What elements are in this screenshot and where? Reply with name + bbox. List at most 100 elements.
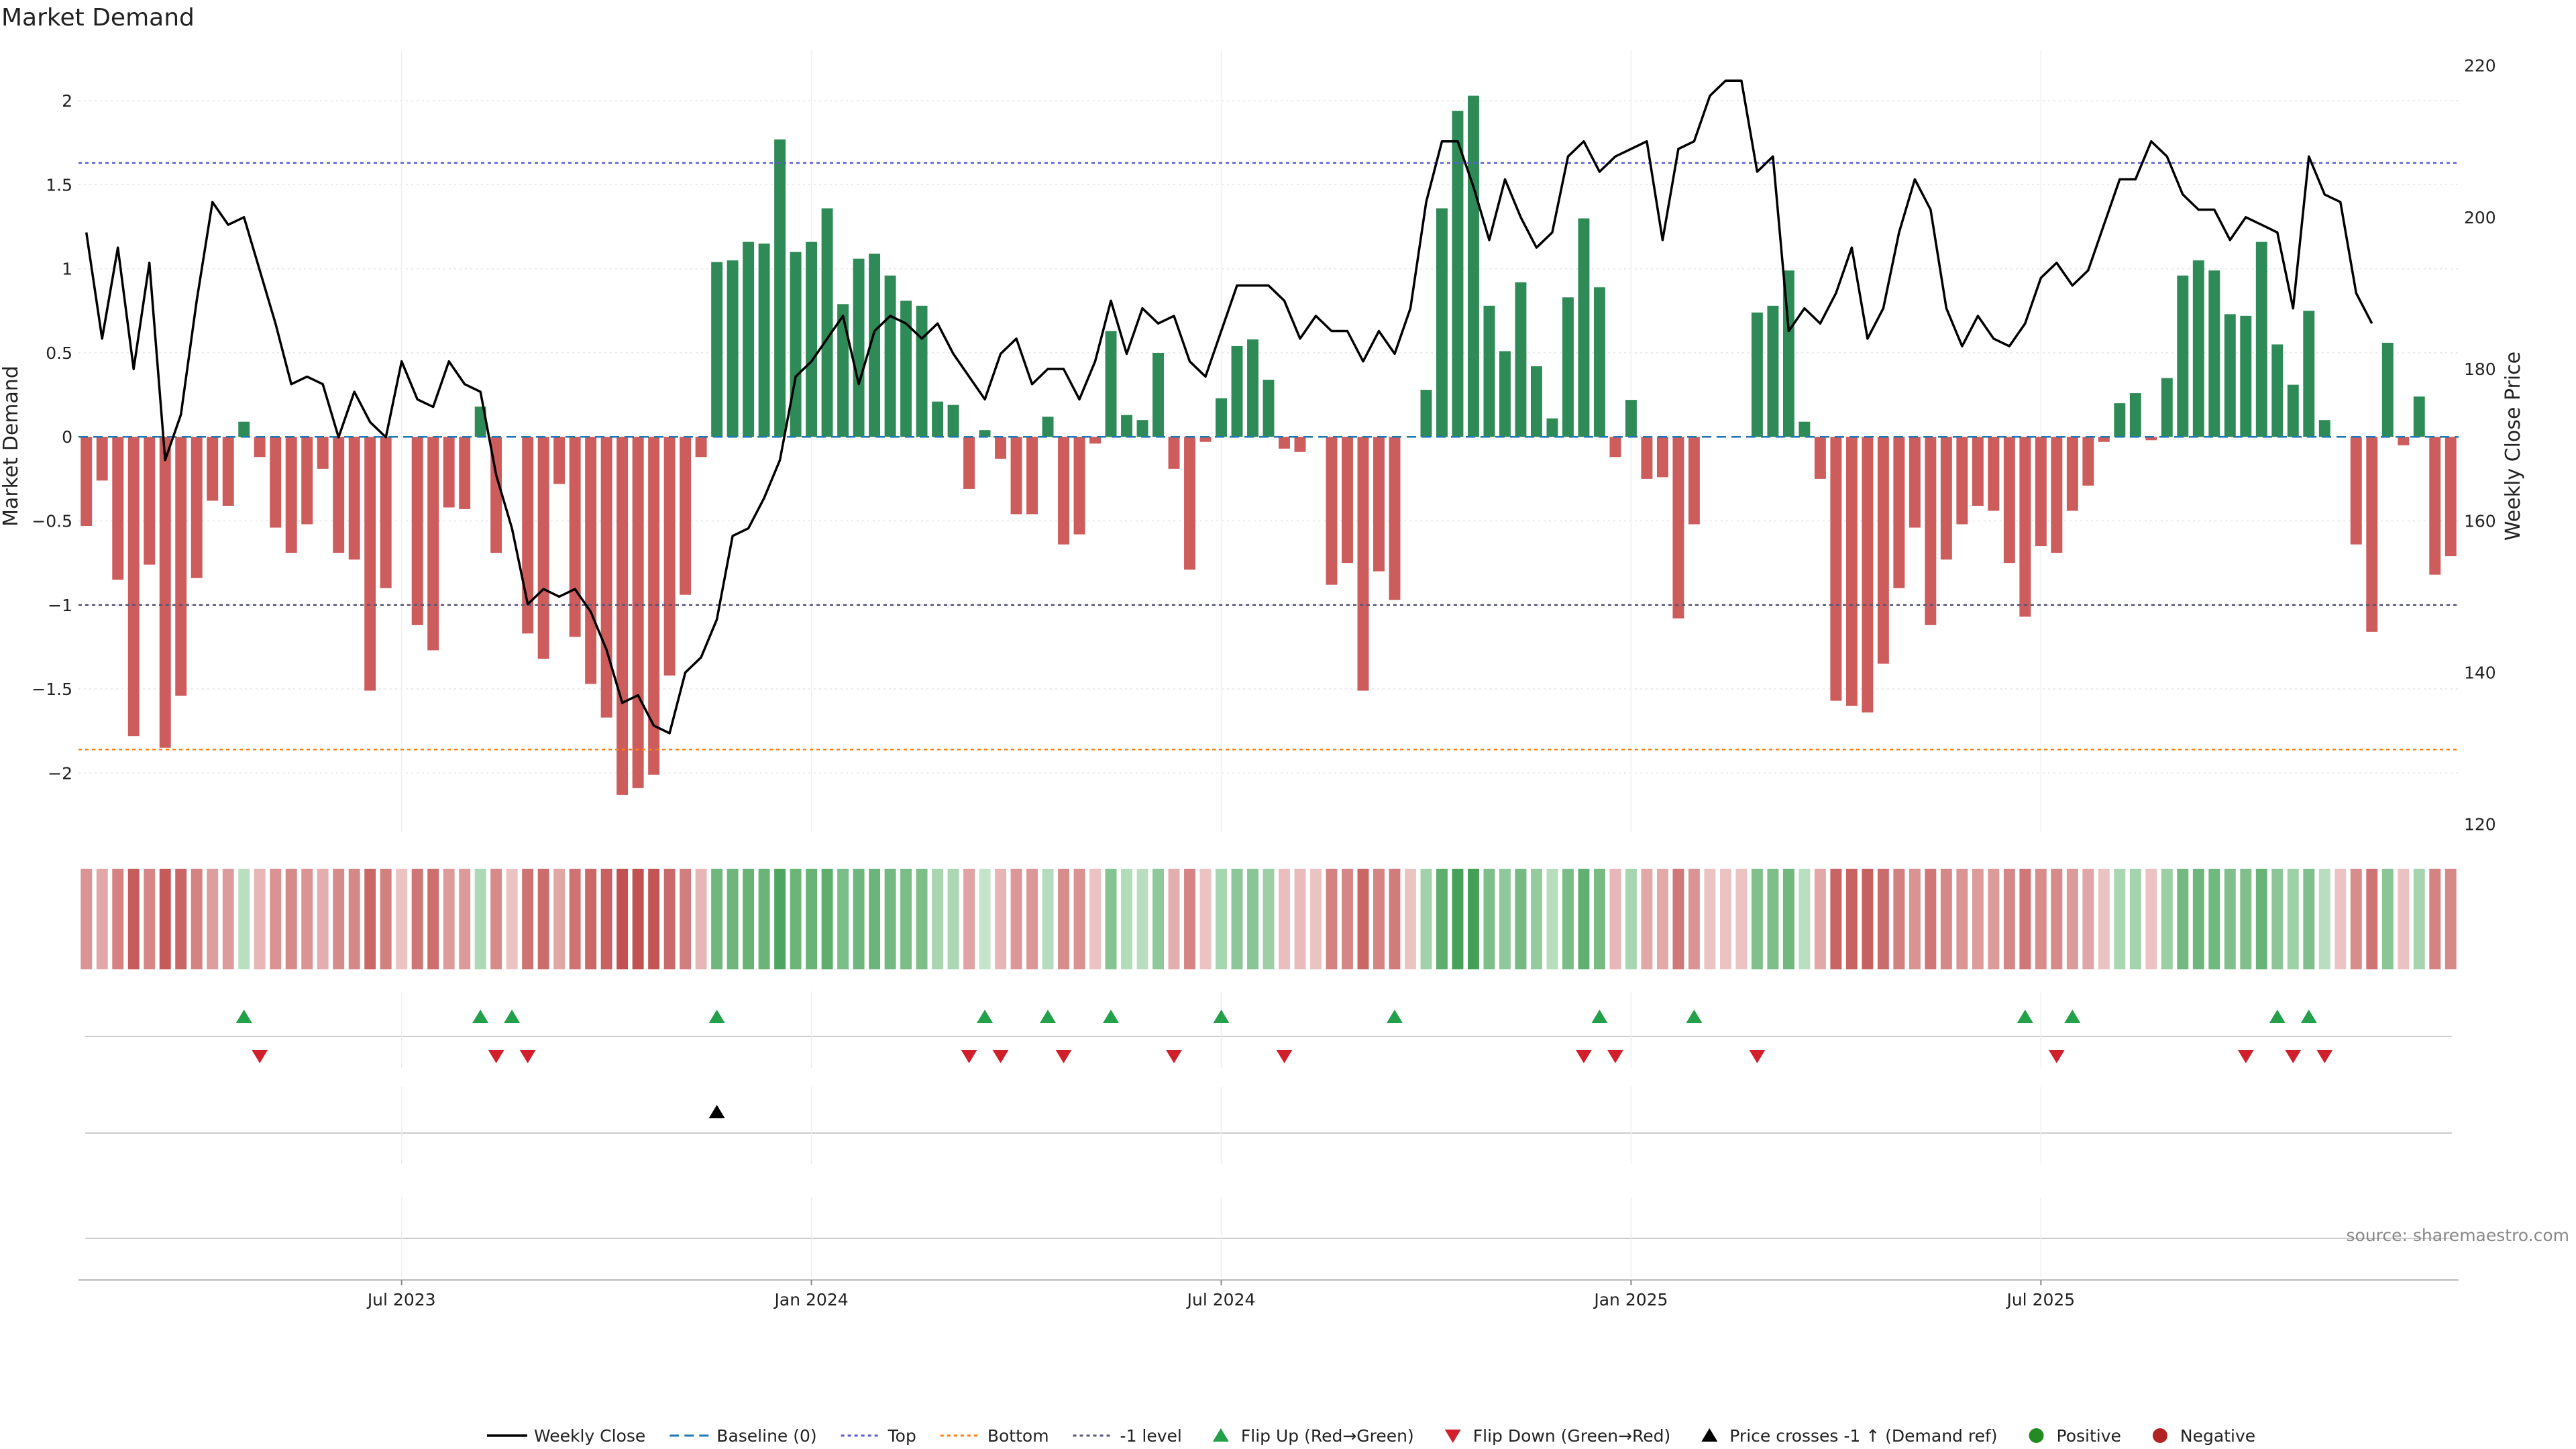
heat-cell (979, 869, 991, 969)
legend-item-top: Top (841, 1426, 916, 1446)
demand-bar (821, 208, 833, 437)
demand-bar (2129, 393, 2141, 437)
flip-down-marker (2237, 1050, 2254, 1063)
heat-cell (1735, 869, 1748, 969)
demand-bar (1184, 437, 1195, 570)
legend-item-minus_one: -1 level (1073, 1426, 1182, 1446)
reference-lines (78, 162, 2459, 751)
demand-bar (2429, 437, 2441, 575)
heat-cell (1578, 869, 1590, 969)
heat-cell (191, 869, 203, 969)
heat-cell (380, 869, 392, 969)
flip-down-marker (1575, 1050, 1592, 1063)
heat-cell (695, 869, 707, 969)
demand-bar (995, 437, 1007, 459)
heat-cell (806, 869, 818, 969)
demand-bar (2208, 270, 2220, 437)
demand-bar (1294, 437, 1306, 452)
flip-up-marker (708, 1010, 725, 1023)
demand-bar (443, 437, 455, 508)
heat-cell (1767, 869, 1779, 969)
demand-bar (254, 437, 266, 458)
demand-bar (790, 252, 802, 437)
heat-cell (1751, 869, 1763, 969)
heat-cell (175, 869, 187, 969)
heat-cell (2098, 869, 2110, 969)
demand-bar (1152, 352, 1164, 437)
demand-bar (1420, 390, 1432, 437)
heat-cell (632, 869, 644, 969)
heat-cell (869, 869, 881, 969)
legend-label: Price crosses -1 ↑ (Demand ref) (1729, 1426, 1997, 1446)
heat-cell (1136, 869, 1148, 969)
demand-bar (1483, 305, 1495, 437)
heat-cell (1782, 869, 1794, 969)
heat-cell (490, 869, 502, 969)
flip-up-marker (1213, 1010, 1230, 1023)
heat-cell (1704, 869, 1716, 969)
demand-bar (2224, 314, 2236, 437)
heat-cell (900, 869, 912, 969)
demand-bar (411, 437, 423, 625)
heat-cell (159, 869, 171, 969)
heat-cell (96, 869, 108, 969)
demand-bar (2398, 437, 2410, 445)
demand-bar (1499, 351, 1511, 437)
heat-cell (1925, 869, 1937, 969)
demand-bar (600, 437, 612, 718)
legend-swatch-price-cross (1701, 1428, 1718, 1442)
heat-cell (2287, 869, 2299, 969)
heat-cell (1294, 869, 1306, 969)
heat-cell (2334, 869, 2347, 969)
heat-cell (1326, 869, 1338, 969)
heat-cell (2318, 869, 2330, 969)
demand-bar (2445, 437, 2457, 557)
heat-cell (2035, 869, 2047, 969)
flip-up-marker (1386, 1010, 1403, 1023)
flip-up-marker (2064, 1010, 2081, 1023)
heat-cell (1263, 869, 1275, 969)
demand-bar (285, 437, 297, 553)
heat-cell (238, 869, 250, 969)
demand-bar (238, 421, 250, 437)
demand-bar (1862, 437, 1874, 713)
heat-cell (1436, 869, 1448, 969)
demand-bar (758, 244, 770, 437)
demand-bar (916, 305, 928, 437)
heat-cell (790, 869, 802, 969)
heat-cell (2129, 869, 2141, 969)
heat-cell (1799, 869, 1811, 969)
demand-bar (1342, 437, 1353, 564)
heat-cell (1499, 869, 1511, 969)
heat-cell (396, 869, 408, 969)
heat-cell (727, 869, 739, 969)
demand-bar (1389, 437, 1401, 600)
heat-cell (285, 869, 297, 969)
demand-bar (207, 437, 219, 501)
heat-cell (1199, 869, 1212, 969)
demand-bar (2082, 437, 2094, 486)
flip-up-marker (472, 1010, 489, 1023)
heat-cell (2066, 869, 2078, 969)
demand-bar (459, 437, 471, 509)
demand-bar (1656, 437, 1668, 478)
demand-bar (1326, 437, 1338, 585)
heat-cell (1467, 869, 1479, 969)
heat-cell (663, 869, 676, 969)
heat-cell (2145, 869, 2157, 969)
demand-bar (711, 262, 723, 437)
demand-bar (1216, 398, 1227, 437)
heat-cell (1105, 869, 1117, 969)
demand-bar (1073, 437, 1085, 535)
legend-swatch-flip-up (1212, 1428, 1229, 1442)
demand-bar (632, 437, 644, 788)
heat-cell (1562, 869, 1574, 969)
demand-bar (1641, 437, 1653, 479)
legend-swatch-negative (2152, 1428, 2167, 1443)
heat-cell (837, 869, 849, 969)
demand-bar (1625, 400, 1637, 437)
heat-cell (1877, 869, 1889, 969)
demand-bar (616, 437, 629, 795)
y2-tick-label: 160 (2464, 511, 2496, 531)
heat-cell (743, 869, 755, 969)
